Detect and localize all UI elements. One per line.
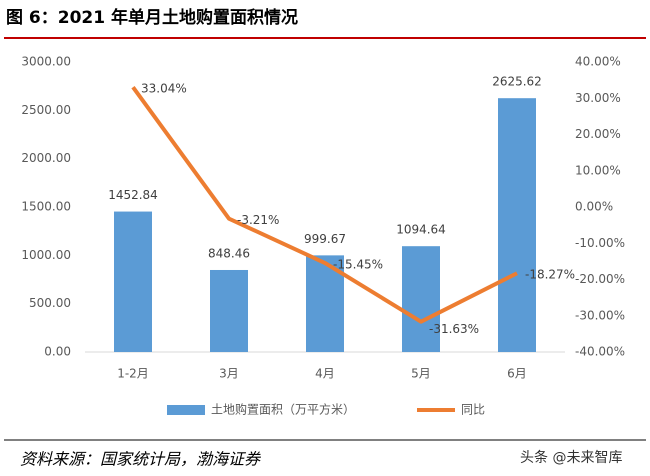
bar (114, 211, 152, 352)
y-tick-label: 1000.00 (21, 248, 71, 262)
page-title: 图 6：2021 年单月土地购置面积情况 (6, 7, 298, 28)
y2-tick-label: 0.00% (575, 200, 613, 214)
line-value-label: -3.21% (237, 213, 279, 227)
bar-value-label: 1452.84 (108, 188, 158, 202)
y-tick-label: 2500.00 (21, 103, 71, 117)
watermark: 头条 @未来智库 (520, 449, 622, 466)
bar-value-label: 1094.64 (396, 223, 446, 237)
line (131, 86, 518, 324)
x-tick-label: 3月 (219, 367, 239, 381)
y2-tick-label: -20.00% (575, 272, 625, 286)
y2-tick-label: -30.00% (575, 308, 625, 322)
y2-tick-label: -40.00% (575, 345, 625, 359)
line-value-label: 33.04% (141, 82, 187, 96)
legend-swatch (167, 405, 205, 415)
y-tick-label: 3000.00 (21, 55, 71, 69)
y-tick-label: 0.00 (44, 345, 71, 359)
source-note: 资料来源：国家统计局，渤海证券 (20, 450, 262, 469)
y-tick-label: 2000.00 (21, 151, 71, 165)
y-tick-label: 500.00 (29, 296, 71, 310)
x-tick-label: 1-2月 (117, 367, 149, 381)
y-tick-label: 1500.00 (21, 200, 71, 214)
y2-tick-label: 30.00% (575, 91, 621, 105)
y2-tick-label: 20.00% (575, 127, 621, 141)
bar (402, 246, 440, 352)
y2-tick-label: 10.00% (575, 163, 621, 177)
x-tick-label: 4月 (315, 367, 335, 381)
bar-value-label: 848.46 (208, 246, 250, 260)
line-value-label: -18.27% (525, 268, 575, 282)
bar (498, 98, 536, 352)
y2-tick-label: 40.00% (575, 55, 621, 69)
x-tick-label: 5月 (411, 367, 431, 381)
line-value-label: -31.63% (429, 322, 479, 336)
y2-tick-label: -10.00% (575, 236, 625, 250)
legend-label: 土地购置面积（万平方米） (211, 402, 355, 417)
line-value-label: -15.45% (333, 258, 383, 272)
bar-value-label: 999.67 (304, 232, 346, 246)
legend-label: 同比 (461, 403, 485, 417)
x-tick-label: 6月 (507, 367, 527, 381)
bar (210, 269, 248, 352)
bar-value-label: 2625.62 (492, 75, 542, 89)
